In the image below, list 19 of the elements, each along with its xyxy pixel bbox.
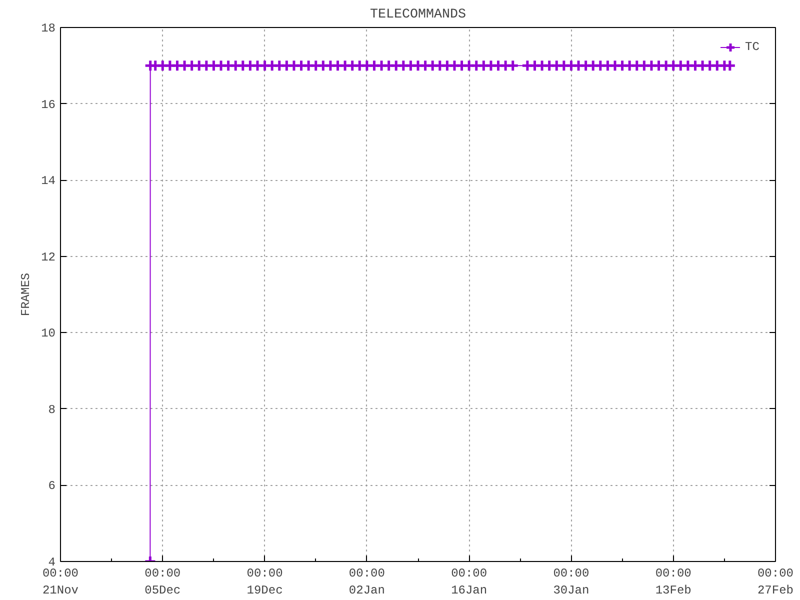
y-axis-title: FRAMES [19, 272, 34, 316]
chart-title: TELECOMMANDS [370, 8, 466, 22]
x-tick-label: 00:00 13Feb [655, 566, 692, 598]
y-tick-label: 8 [48, 402, 56, 417]
y-tick-label: 4 [48, 556, 56, 570]
y-tick-label: 18 [41, 22, 56, 36]
y-tick-label: 12 [41, 250, 56, 264]
y-tick-label: 6 [48, 479, 56, 494]
x-tick-label: 00:00 21Nov [42, 566, 79, 598]
x-tick-label: 00:00 27Feb [757, 566, 794, 598]
y-tick-label: 14 [41, 174, 56, 188]
x-tick-label: 00:00 16Jan [451, 566, 488, 598]
x-tick-label: 00:00 30Jan [553, 566, 590, 598]
x-tick-label: 00:00 05Dec [144, 566, 181, 598]
y-tick-label: 16 [41, 98, 56, 112]
y-tick-label: 10 [41, 326, 56, 341]
legend-label: TC [745, 40, 760, 54]
x-tick-label: 00:00 19Dec [246, 566, 283, 598]
x-tick-label: 00:00 02Jan [348, 566, 385, 598]
